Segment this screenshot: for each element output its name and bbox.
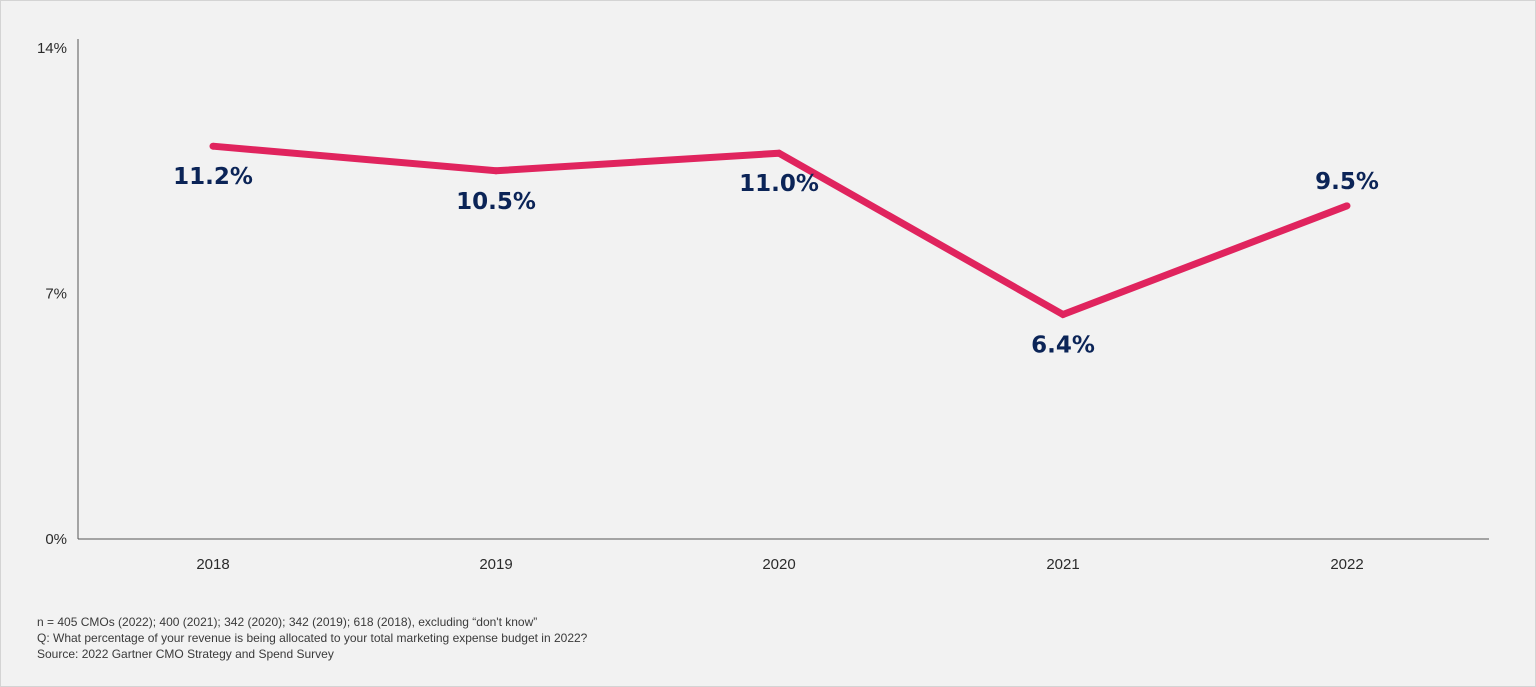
data-point: [209, 142, 217, 150]
data-point: [1343, 202, 1351, 210]
data-label: 9.5%: [1315, 169, 1379, 195]
y-tick-label: 14%: [37, 40, 67, 57]
line-chart: 0%7%14% 2018 2019 2020 2021 2022 11.2%10.5%1…: [37, 39, 1489, 573]
data-point: [775, 149, 783, 157]
data-label: 11.0%: [739, 171, 819, 197]
data-point: [1059, 311, 1067, 319]
data-labels: 11.2% 10.5% 11.0% 6.4% 9.5%: [173, 164, 1379, 358]
x-tick-label: 2022: [1330, 556, 1363, 573]
x-tick-label: 2021: [1046, 556, 1079, 573]
question-note: Q: What percentage of your revenue is be…: [37, 631, 588, 645]
sample-note: n = 405 CMOs (2022); 400 (2021); 342 (20…: [37, 615, 538, 629]
y-tick-label: 0%: [45, 531, 67, 548]
x-tick-label: 2019: [479, 556, 512, 573]
y-tick-label: 7%: [45, 286, 67, 303]
footnotes: n = 405 CMOs (2022); 400 (2021); 342 (20…: [37, 614, 587, 662]
x-axis: 2018 2019 2020 2021 2022: [78, 538, 1489, 573]
y-axis: 0% 7% 14%: [37, 39, 79, 548]
x-tick-label: 2018: [196, 556, 229, 573]
data-point: [492, 167, 500, 175]
source-note: Source: 2022 Gartner CMO Strategy and Sp…: [37, 647, 334, 661]
x-tick-label: 2020: [762, 556, 795, 573]
series-line-group: [209, 142, 1351, 319]
data-label: 10.5%: [456, 189, 536, 215]
data-label: 6.4%: [1031, 333, 1095, 359]
data-label: 11.2%: [173, 164, 253, 190]
